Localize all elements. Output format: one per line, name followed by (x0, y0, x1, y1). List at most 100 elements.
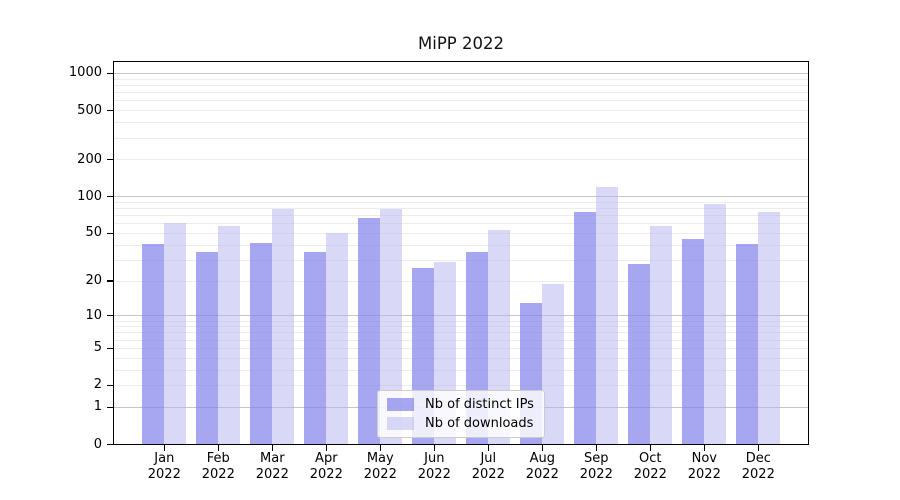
minor-gridline (114, 201, 808, 203)
y-axis-tick-label: 2 (93, 377, 102, 393)
minor-gridline (114, 122, 808, 124)
minor-gridline (114, 137, 808, 139)
minor-gridline (114, 280, 808, 282)
year-label: 2022 (309, 467, 343, 482)
y-axis-tick-mark (107, 406, 113, 408)
bar-nb-of-distinct-ips (682, 239, 704, 444)
year-label: 2022 (471, 467, 505, 482)
bar-nb-of-distinct-ips (196, 252, 218, 444)
x-axis-tick-label: Jun 2022 (402, 451, 466, 483)
y-axis-tick-mark (107, 347, 113, 349)
year-label: 2022 (417, 467, 451, 482)
bar-nb-of-downloads (326, 232, 348, 444)
x-axis-tick-label: Jul 2022 (456, 451, 520, 483)
x-axis-tick-label: Apr 2022 (294, 451, 358, 483)
bar-nb-of-downloads (758, 212, 780, 444)
x-axis-tick-mark (595, 445, 597, 451)
y-axis-tick-mark (107, 158, 113, 161)
bar-nb-of-distinct-ips (358, 218, 380, 444)
minor-gridline (114, 259, 808, 261)
x-axis-tick-mark (757, 445, 759, 451)
bar-nb-of-distinct-ips (142, 244, 164, 444)
minor-gridline (114, 92, 808, 94)
x-axis-tick-label: Feb 2022 (186, 451, 250, 483)
y-axis-tick-mark (107, 314, 113, 317)
bar-nb-of-distinct-ips (574, 212, 596, 444)
bar-nb-of-distinct-ips (628, 263, 650, 444)
minor-gridline (114, 159, 808, 161)
y-axis-tick-label: 5 (93, 340, 102, 356)
major-gridline (114, 315, 808, 317)
y-axis-tick-mark (107, 443, 113, 446)
y-axis-tick-mark (107, 109, 113, 112)
minor-gridline (114, 85, 808, 87)
x-axis-tick-label: Mar 2022 (240, 451, 304, 483)
plot-area (113, 61, 809, 445)
y-axis-tick-label: 20 (85, 272, 102, 288)
bar-nb-of-distinct-ips (736, 244, 758, 444)
y-axis-tick-label: 0 (93, 436, 102, 452)
year-label: 2022 (633, 467, 667, 482)
year-label: 2022 (579, 467, 613, 482)
month-label: Sep (584, 451, 609, 466)
year-label: 2022 (255, 467, 289, 482)
year-label: 2022 (201, 467, 235, 482)
minor-gridline (114, 332, 808, 334)
month-label: Jun (424, 451, 445, 466)
year-label: 2022 (687, 467, 721, 482)
minor-gridline (114, 339, 808, 341)
bar-nb-of-downloads (704, 203, 726, 444)
year-label: 2022 (741, 467, 775, 482)
month-label: Nov (691, 451, 717, 466)
legend-label: Nb of distinct IPs (425, 397, 534, 412)
legend-swatch-distinct-ips (387, 398, 414, 411)
minor-gridline (114, 110, 808, 112)
bar-nb-of-downloads (650, 225, 672, 444)
bar-nb-of-downloads (164, 223, 186, 444)
y-axis-tick-label: 1000 (68, 65, 102, 81)
x-axis-tick-label: Nov 2022 (672, 451, 736, 483)
minor-gridline (114, 347, 808, 349)
x-axis-tick-mark (433, 445, 435, 451)
month-label: Feb (206, 451, 230, 466)
x-axis-tick-mark (487, 445, 489, 451)
bar-nb-of-distinct-ips (250, 242, 272, 444)
bar-nb-of-downloads (380, 208, 402, 444)
legend-entry-distinct-ips: Nb of distinct IPs (387, 397, 535, 412)
x-axis-tick-label: Oct 2022 (618, 451, 682, 483)
minor-gridline (114, 215, 808, 217)
minor-gridline (114, 369, 808, 371)
minor-gridline (114, 100, 808, 102)
bar-nb-of-downloads (596, 187, 618, 444)
month-label: Apr (315, 451, 338, 466)
x-axis-tick-mark (379, 445, 381, 451)
minor-gridline (114, 357, 808, 359)
month-label: Mar (260, 451, 285, 466)
x-axis-tick-mark (325, 445, 327, 451)
bar-nb-of-downloads (272, 208, 294, 444)
x-axis-tick-mark (703, 445, 705, 451)
minor-gridline (114, 385, 808, 387)
legend-entry-downloads: Nb of downloads (387, 416, 535, 431)
minor-gridline (114, 326, 808, 328)
month-label: Jul (480, 451, 497, 466)
legend-label: Nb of downloads (425, 416, 534, 431)
y-axis-tick-label: 1 (93, 399, 102, 415)
major-gridline (114, 196, 808, 198)
x-axis-tick-label: Dec 2022 (726, 451, 790, 483)
x-axis-tick-label: May 2022 (348, 451, 412, 483)
x-axis-tick-mark (163, 445, 165, 451)
month-label: Aug (529, 451, 555, 466)
y-axis-tick-label: 10 (85, 307, 102, 323)
x-axis-tick-mark (649, 445, 651, 451)
y-axis-tick-label: 100 (77, 188, 102, 204)
y-axis-tick-label: 50 (85, 225, 102, 241)
bar-nb-of-downloads (542, 283, 564, 444)
x-axis-tick-label: Jan 2022 (132, 451, 196, 483)
year-label: 2022 (147, 467, 181, 482)
minor-gridline (114, 244, 808, 246)
chart-title: MiPP 2022 (418, 34, 504, 53)
y-axis-tick-mark (107, 384, 113, 387)
bar-nb-of-distinct-ips (304, 252, 326, 444)
